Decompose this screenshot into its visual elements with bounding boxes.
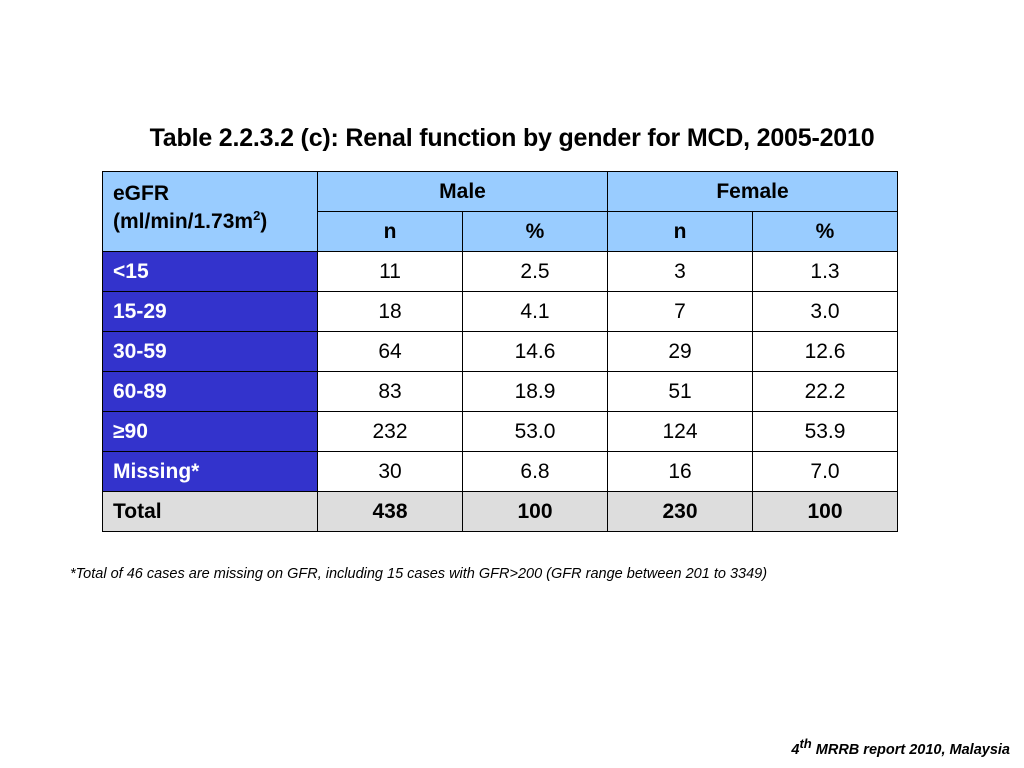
header-row-groups: eGFR (ml/min/1.73m2) Male Female [102,171,898,252]
male-pct-header: % [462,211,608,252]
male-n-header: n [317,211,463,252]
female-pct-cell: 22.2 [752,371,898,412]
female-n-cell: 51 [607,371,753,412]
total-female-n: 230 [607,491,753,532]
female-n-header: n [607,211,753,252]
male-n-cell: 30 [317,451,463,492]
female-pct-cell: 7.0 [752,451,898,492]
table-row: 30-59 64 14.6 29 12.6 [102,331,898,372]
female-n-cell: 7 [607,291,753,332]
female-n-cell: 124 [607,411,753,452]
male-group-header: Male [317,171,608,212]
female-n-cell: 3 [607,251,753,292]
row-label: 15-29 [102,291,318,332]
total-male-n: 438 [317,491,463,532]
footnote: *Total of 46 cases are missing on GFR, i… [70,566,768,582]
egfr-header: eGFR (ml/min/1.73m2) [102,171,318,252]
table-row: 60-89 83 18.9 51 22.2 [102,371,898,412]
row-label: <15 [102,251,318,292]
female-pct-cell: 12.6 [752,331,898,372]
male-pct-cell: 4.1 [462,291,608,332]
total-male-pct: 100 [462,491,608,532]
male-pct-cell: 53.0 [462,411,608,452]
male-pct-cell: 6.8 [462,451,608,492]
male-n-cell: 83 [317,371,463,412]
male-n-cell: 64 [317,331,463,372]
female-group-header: Female [607,171,898,212]
male-n-cell: 18 [317,291,463,332]
total-row: Total 438 100 230 100 [102,491,898,532]
total-female-pct: 100 [752,491,898,532]
total-label: Total [102,491,318,532]
female-pct-header: % [752,211,898,252]
female-n-cell: 16 [607,451,753,492]
row-label: Missing* [102,451,318,492]
renal-function-table: eGFR (ml/min/1.73m2) Male Female n % n %… [102,171,898,532]
source-citation: 4th MRRB report 2010, Malaysia [791,736,1010,758]
row-label: 30-59 [102,331,318,372]
table-row: ≥90 232 53.0 124 53.9 [102,411,898,452]
table-title: Table 2.2.3.2 (c): Renal function by gen… [149,124,875,152]
female-pct-cell: 53.9 [752,411,898,452]
male-pct-cell: 2.5 [462,251,608,292]
male-n-cell: 11 [317,251,463,292]
table-row: Missing* 30 6.8 16 7.0 [102,451,898,492]
female-n-cell: 29 [607,331,753,372]
female-pct-cell: 1.3 [752,251,898,292]
row-label: 60-89 [102,371,318,412]
male-pct-cell: 18.9 [462,371,608,412]
table-row: <15 11 2.5 3 1.3 [102,251,898,292]
row-label: ≥90 [102,411,318,452]
male-pct-cell: 14.6 [462,331,608,372]
header-row-sub: n % n % [103,211,898,252]
egfr-header-unit: (ml/min/1.73m2) [113,208,268,233]
female-pct-cell: 3.0 [752,291,898,332]
table-row: 15-29 18 4.1 7 3.0 [102,291,898,332]
egfr-header-line1: eGFR [113,182,170,205]
male-n-cell: 232 [317,411,463,452]
